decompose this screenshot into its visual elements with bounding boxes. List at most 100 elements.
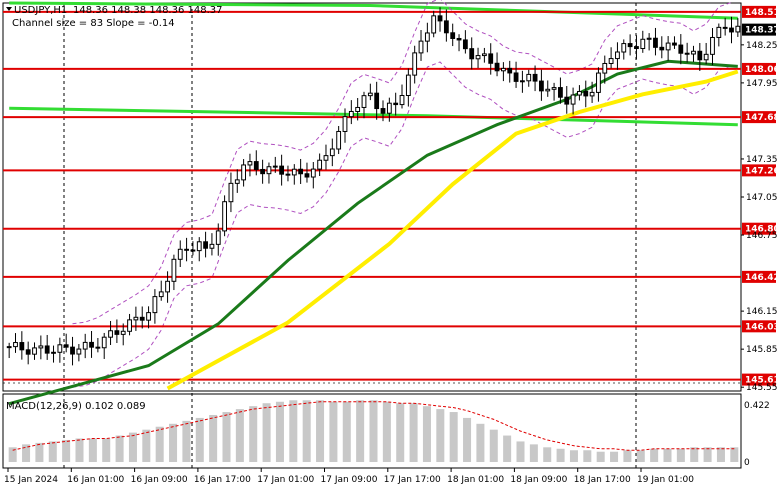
candle-body <box>260 168 266 175</box>
macd-bar <box>128 432 137 462</box>
candle-body <box>215 230 221 245</box>
candle-body <box>152 296 158 314</box>
macd-bar <box>329 401 338 462</box>
candle-body <box>716 26 722 38</box>
candle-body <box>710 36 715 55</box>
channel-upper <box>9 1 738 20</box>
candle-body <box>729 27 734 33</box>
macd-bar <box>262 403 271 462</box>
macd-bar <box>155 426 164 462</box>
candle-body <box>95 346 101 349</box>
time-tick-label: 19 Jan 01:00 <box>637 475 694 485</box>
candle-body <box>494 62 500 72</box>
candle-body <box>374 92 380 110</box>
level-price-tag <box>742 111 776 124</box>
time-tick-label: 17 Jan 17:00 <box>384 475 441 485</box>
bollinger-bands <box>72 0 732 388</box>
candle-body <box>13 342 18 348</box>
channel-lower <box>9 106 738 127</box>
candle-body <box>735 25 741 33</box>
candle-body <box>234 179 240 184</box>
grid-lines <box>3 3 741 468</box>
dropdown-arrow-icon[interactable] <box>6 7 12 11</box>
macd-bar <box>476 423 485 462</box>
macd-bar <box>716 447 725 462</box>
candle-body <box>51 351 56 354</box>
candle-body <box>139 316 145 321</box>
macd-bar <box>703 447 712 462</box>
macd-bar <box>623 450 632 462</box>
candle-body <box>589 91 595 97</box>
macd-bar <box>503 435 512 462</box>
candle-body <box>336 130 342 150</box>
macd-bar <box>88 438 97 462</box>
macd-bar <box>556 448 565 462</box>
macd-bar <box>463 417 472 462</box>
macd-bar <box>275 401 284 462</box>
macd-bar <box>195 417 204 462</box>
macd-bar <box>369 400 378 462</box>
candle-body <box>323 155 329 161</box>
macd-bar <box>235 409 244 462</box>
candle-body <box>241 164 247 181</box>
candle-body <box>127 319 132 332</box>
level-price-tag <box>742 270 776 283</box>
candle-body <box>247 161 253 166</box>
macd-bar <box>142 429 151 462</box>
candle-body <box>634 46 639 50</box>
macd-bar <box>596 451 605 462</box>
candle-body <box>653 37 658 48</box>
candle-body <box>564 96 570 105</box>
candle-body <box>418 40 424 54</box>
level-price-tag <box>742 222 776 235</box>
candle-body <box>399 94 405 106</box>
moving-averages <box>8 59 739 406</box>
candle-body <box>615 51 620 60</box>
candle-body <box>532 73 538 82</box>
candle-body <box>424 32 430 42</box>
macd-bar <box>610 451 619 462</box>
macd-bar <box>8 447 17 462</box>
candle-body <box>70 346 75 355</box>
time-axis: 15 Jan 2024 16 Jan 01:00 16 Jan 09:00 16 Ja… <box>4 468 694 485</box>
candle-body <box>342 116 348 132</box>
band-upper <box>72 0 732 325</box>
level-price-tag <box>742 62 776 75</box>
candle-body <box>101 336 107 349</box>
macd-bar <box>342 401 351 462</box>
candle-body <box>209 243 215 249</box>
candle-body <box>621 43 627 53</box>
time-tick-label: 18 Jan 17:00 <box>574 475 631 485</box>
candle-body <box>513 72 519 82</box>
candle-body <box>462 39 468 50</box>
candle-body <box>646 37 652 40</box>
candle-body <box>19 342 25 351</box>
candle-body <box>108 330 113 338</box>
candle-body <box>367 92 373 97</box>
candle-body <box>82 341 88 350</box>
candle-body <box>190 249 196 252</box>
current-price-label: 148.37 <box>745 26 780 36</box>
candle-body <box>450 32 456 39</box>
macd-bar <box>182 420 191 462</box>
candle-body <box>177 248 183 260</box>
candle-body <box>279 165 285 175</box>
macd-bar <box>516 441 525 462</box>
time-tick-label: 18 Jan 01:00 <box>447 475 504 485</box>
level-price-label: 146.42 <box>745 273 780 283</box>
band-lower <box>72 61 732 388</box>
candle-body <box>431 15 437 34</box>
candle-body <box>520 80 525 83</box>
candle-body <box>310 168 316 178</box>
macd-bar <box>449 412 458 462</box>
candle-body <box>329 148 335 157</box>
time-tick-label: 17 Jan 01:00 <box>257 475 314 485</box>
candle-body <box>133 316 139 321</box>
candle-body <box>203 241 208 249</box>
macd-bar <box>302 400 311 462</box>
channel-lines <box>9 1 738 127</box>
candle-body <box>146 312 151 321</box>
candle-body <box>291 168 297 176</box>
